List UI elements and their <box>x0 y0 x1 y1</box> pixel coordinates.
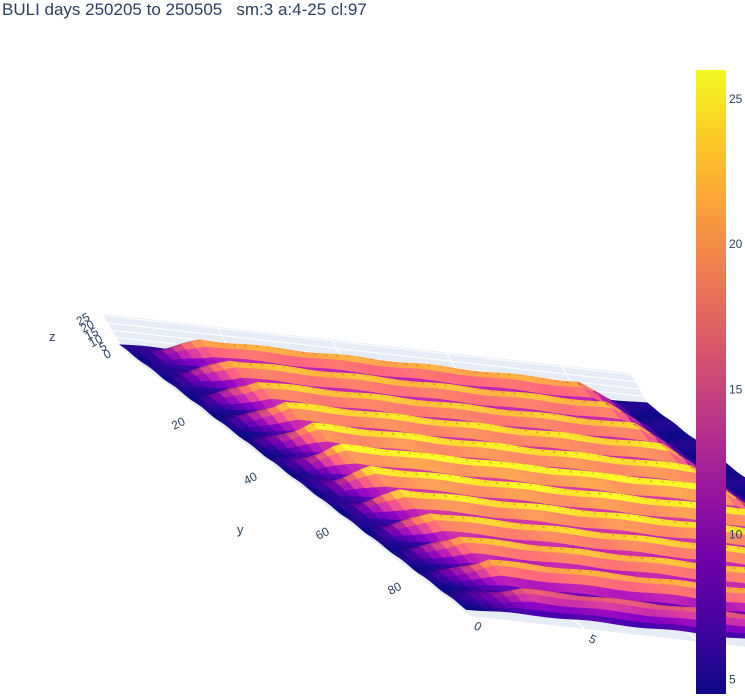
colorbar-tick-label: 15 <box>729 382 743 396</box>
colorbar-tick-label: 25 <box>729 92 743 106</box>
surface-cell <box>735 485 745 491</box>
surface-cell <box>739 496 745 500</box>
y-tick-label: 20 <box>169 414 188 433</box>
y-axis-title: y <box>237 522 244 537</box>
surface-cell <box>733 476 745 480</box>
surface-cell <box>739 488 745 494</box>
z-gridline <box>102 314 631 375</box>
x-tick-label: 0 <box>472 619 485 635</box>
surface-mesh[interactable] <box>119 339 745 668</box>
colorbar-tick-label: 20 <box>729 237 743 251</box>
colorbar-gradient <box>696 70 726 694</box>
x-tick-label: 5 <box>586 632 599 648</box>
surface-cell <box>732 490 745 496</box>
chart-title: BULI days 250205 to 250505 sm:3 a:4-25 c… <box>2 0 367 19</box>
x-gridline <box>101 313 125 353</box>
surface-cell <box>739 480 745 485</box>
surface-cell <box>730 491 745 502</box>
z-axis-title: z <box>49 329 56 344</box>
z-gridline <box>107 322 636 383</box>
y-tick-label: 80 <box>385 579 404 598</box>
y-tick-label: 40 <box>241 469 260 488</box>
surface-cell <box>736 478 745 483</box>
colorbar-tick-label: 10 <box>729 527 743 541</box>
y-tick-label: 60 <box>313 524 332 543</box>
colorbar-tick-label: 5 <box>729 672 736 686</box>
surface-cell <box>732 482 745 488</box>
